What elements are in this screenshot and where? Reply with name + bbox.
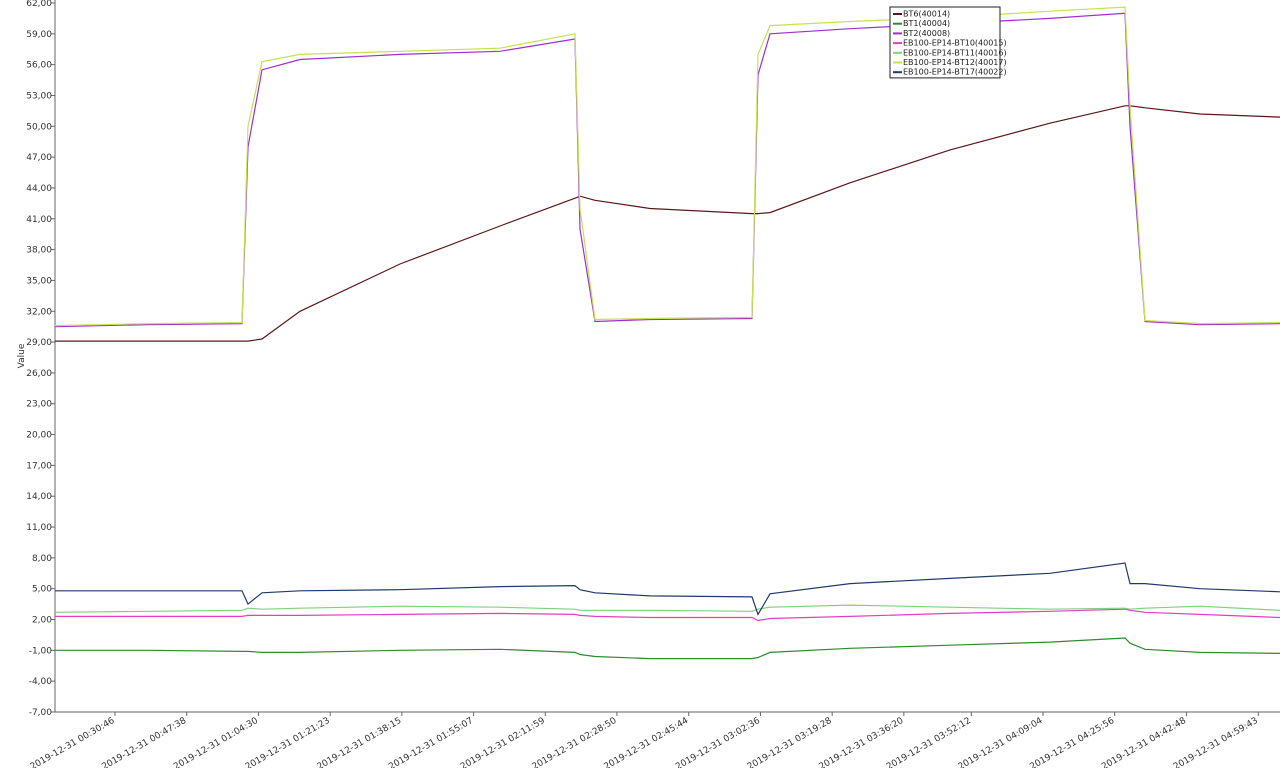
y-tick-label: -1,00: [29, 646, 53, 656]
y-tick-label: 2,00: [32, 616, 52, 626]
y-tick-label: 56,00: [26, 61, 52, 71]
y-tick-label: 41,00: [26, 215, 52, 225]
y-tick-label: -4,00: [29, 677, 53, 687]
legend-label: EB100-EP14-BT11(40016): [903, 48, 1007, 57]
y-tick-label: 20,00: [26, 431, 52, 441]
y-tick-label: 32,00: [26, 307, 52, 317]
y-tick-label: 47,00: [26, 153, 52, 163]
series-line: [54, 12, 1280, 328]
y-tick-label: 5,00: [32, 585, 52, 595]
y-tick-label: 62,00: [26, 0, 52, 9]
series-line: [55, 637, 1280, 660]
y-tick-label: 53,00: [26, 91, 52, 101]
y-tick-label: 44,00: [26, 184, 52, 194]
legend-box: [889, 6, 1001, 79]
y-tick-label: 29,00: [26, 338, 52, 348]
y-tick-label: 11,00: [26, 523, 52, 533]
legend-label: BT2(40008): [903, 29, 950, 38]
series-line: [55, 562, 1280, 616]
legend-label: BT6(40014): [903, 10, 950, 19]
legend-label: EB100-EP14-BT10(40015): [903, 39, 1007, 48]
y-tick-label: 26,00: [26, 369, 52, 379]
y-tick-label: 35,00: [26, 276, 52, 286]
series-line: [55, 608, 1280, 622]
series-line: [55, 105, 1280, 342]
series-line: [54, 6, 1280, 327]
y-tick-label: 38,00: [26, 246, 52, 256]
y-tick-label: 8,00: [32, 554, 52, 564]
legend: BT6(40014)BT1(40004)BT2(40008)EB100-EP14…: [889, 6, 1007, 79]
y-axis-label: Value: [17, 343, 27, 368]
y-tick-label: 23,00: [26, 400, 52, 410]
y-tick-label: 14,00: [26, 492, 52, 502]
legend-label: BT1(40004): [903, 19, 950, 28]
y-tick-label: 50,00: [26, 122, 52, 132]
series-line: [54, 604, 1280, 613]
y-tick-label: 17,00: [26, 461, 52, 471]
x-tick-label: 2019-12-31 00:30:46: [29, 716, 117, 768]
legend-label: EB100-EP14-BT17(40022): [903, 68, 1007, 77]
y-tick-label: -7,00: [29, 708, 53, 718]
y-tick-label: 59,00: [26, 30, 52, 40]
legend-label: EB100-EP14-BT12(40017): [903, 58, 1007, 67]
